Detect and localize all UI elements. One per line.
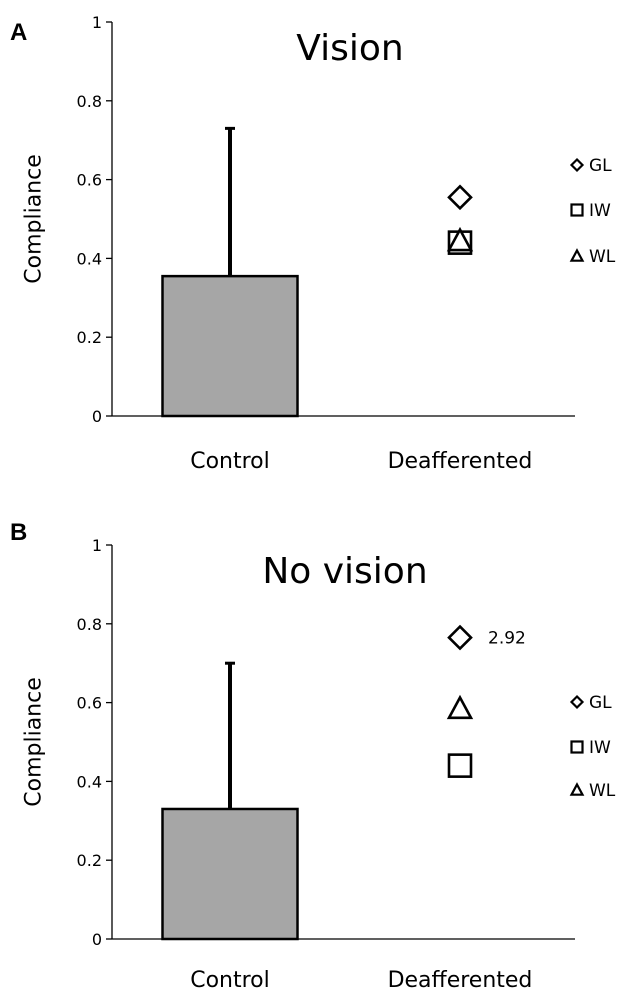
legend-label: GL	[589, 693, 612, 713]
y-axis-label: Compliance	[22, 154, 47, 284]
point-gl	[447, 624, 473, 651]
legend-marker-wl	[569, 248, 585, 262]
point-wl	[446, 694, 474, 720]
legend-marker-iw	[570, 203, 584, 217]
y-tick-label: 0.6	[77, 694, 102, 713]
legend-marker-gl	[569, 157, 585, 173]
chart-title: No vision	[262, 551, 427, 592]
legend-marker-iw	[570, 740, 584, 754]
point-iw	[447, 753, 473, 778]
y-tick-label: 0.8	[77, 615, 102, 634]
annotation-label: 2.92	[488, 629, 526, 649]
point-wl	[446, 226, 474, 252]
y-axis-label: Compliance	[22, 677, 47, 807]
panel-letter: B	[10, 519, 27, 546]
x-tick-label: Deafferented	[388, 449, 533, 474]
legend-label: IW	[589, 738, 611, 758]
y-tick-label: 1	[92, 13, 102, 32]
bar-control	[161, 807, 299, 941]
y-tick-label: 0	[92, 930, 102, 949]
legend-label: IW	[589, 201, 611, 221]
point-gl	[447, 184, 473, 211]
legend-label: WL	[589, 247, 616, 267]
panel-letter: A	[10, 19, 27, 46]
panel-a: A Vision 0 0.2 0.4 0.6 0.8 1 Compliance Control De…	[10, 13, 616, 474]
legend-marker-wl	[569, 782, 585, 796]
y-tick-label: 0.4	[77, 772, 102, 791]
chart-title: Vision	[296, 28, 403, 69]
legend-marker-gl	[569, 694, 585, 710]
bar-control	[161, 274, 299, 418]
y-tick-label: 0.4	[77, 249, 102, 268]
y-tick-label: 1	[92, 536, 102, 555]
y-tick-label: 0.2	[77, 328, 102, 347]
y-tick-label: 0	[92, 407, 102, 426]
panel-b: B No vision 0 0.2 0.4 0.6 0.8 1 Compliance Contro…	[10, 519, 616, 993]
y-tick-label: 0.2	[77, 851, 102, 870]
x-tick-label: Control	[190, 968, 270, 993]
legend-label: GL	[589, 156, 612, 176]
y-tick-label: 0.8	[77, 92, 102, 111]
y-tick-label: 0.6	[77, 171, 102, 190]
legend-label: WL	[589, 781, 616, 801]
x-tick-label: Deafferented	[388, 968, 533, 993]
x-tick-label: Control	[190, 449, 270, 474]
